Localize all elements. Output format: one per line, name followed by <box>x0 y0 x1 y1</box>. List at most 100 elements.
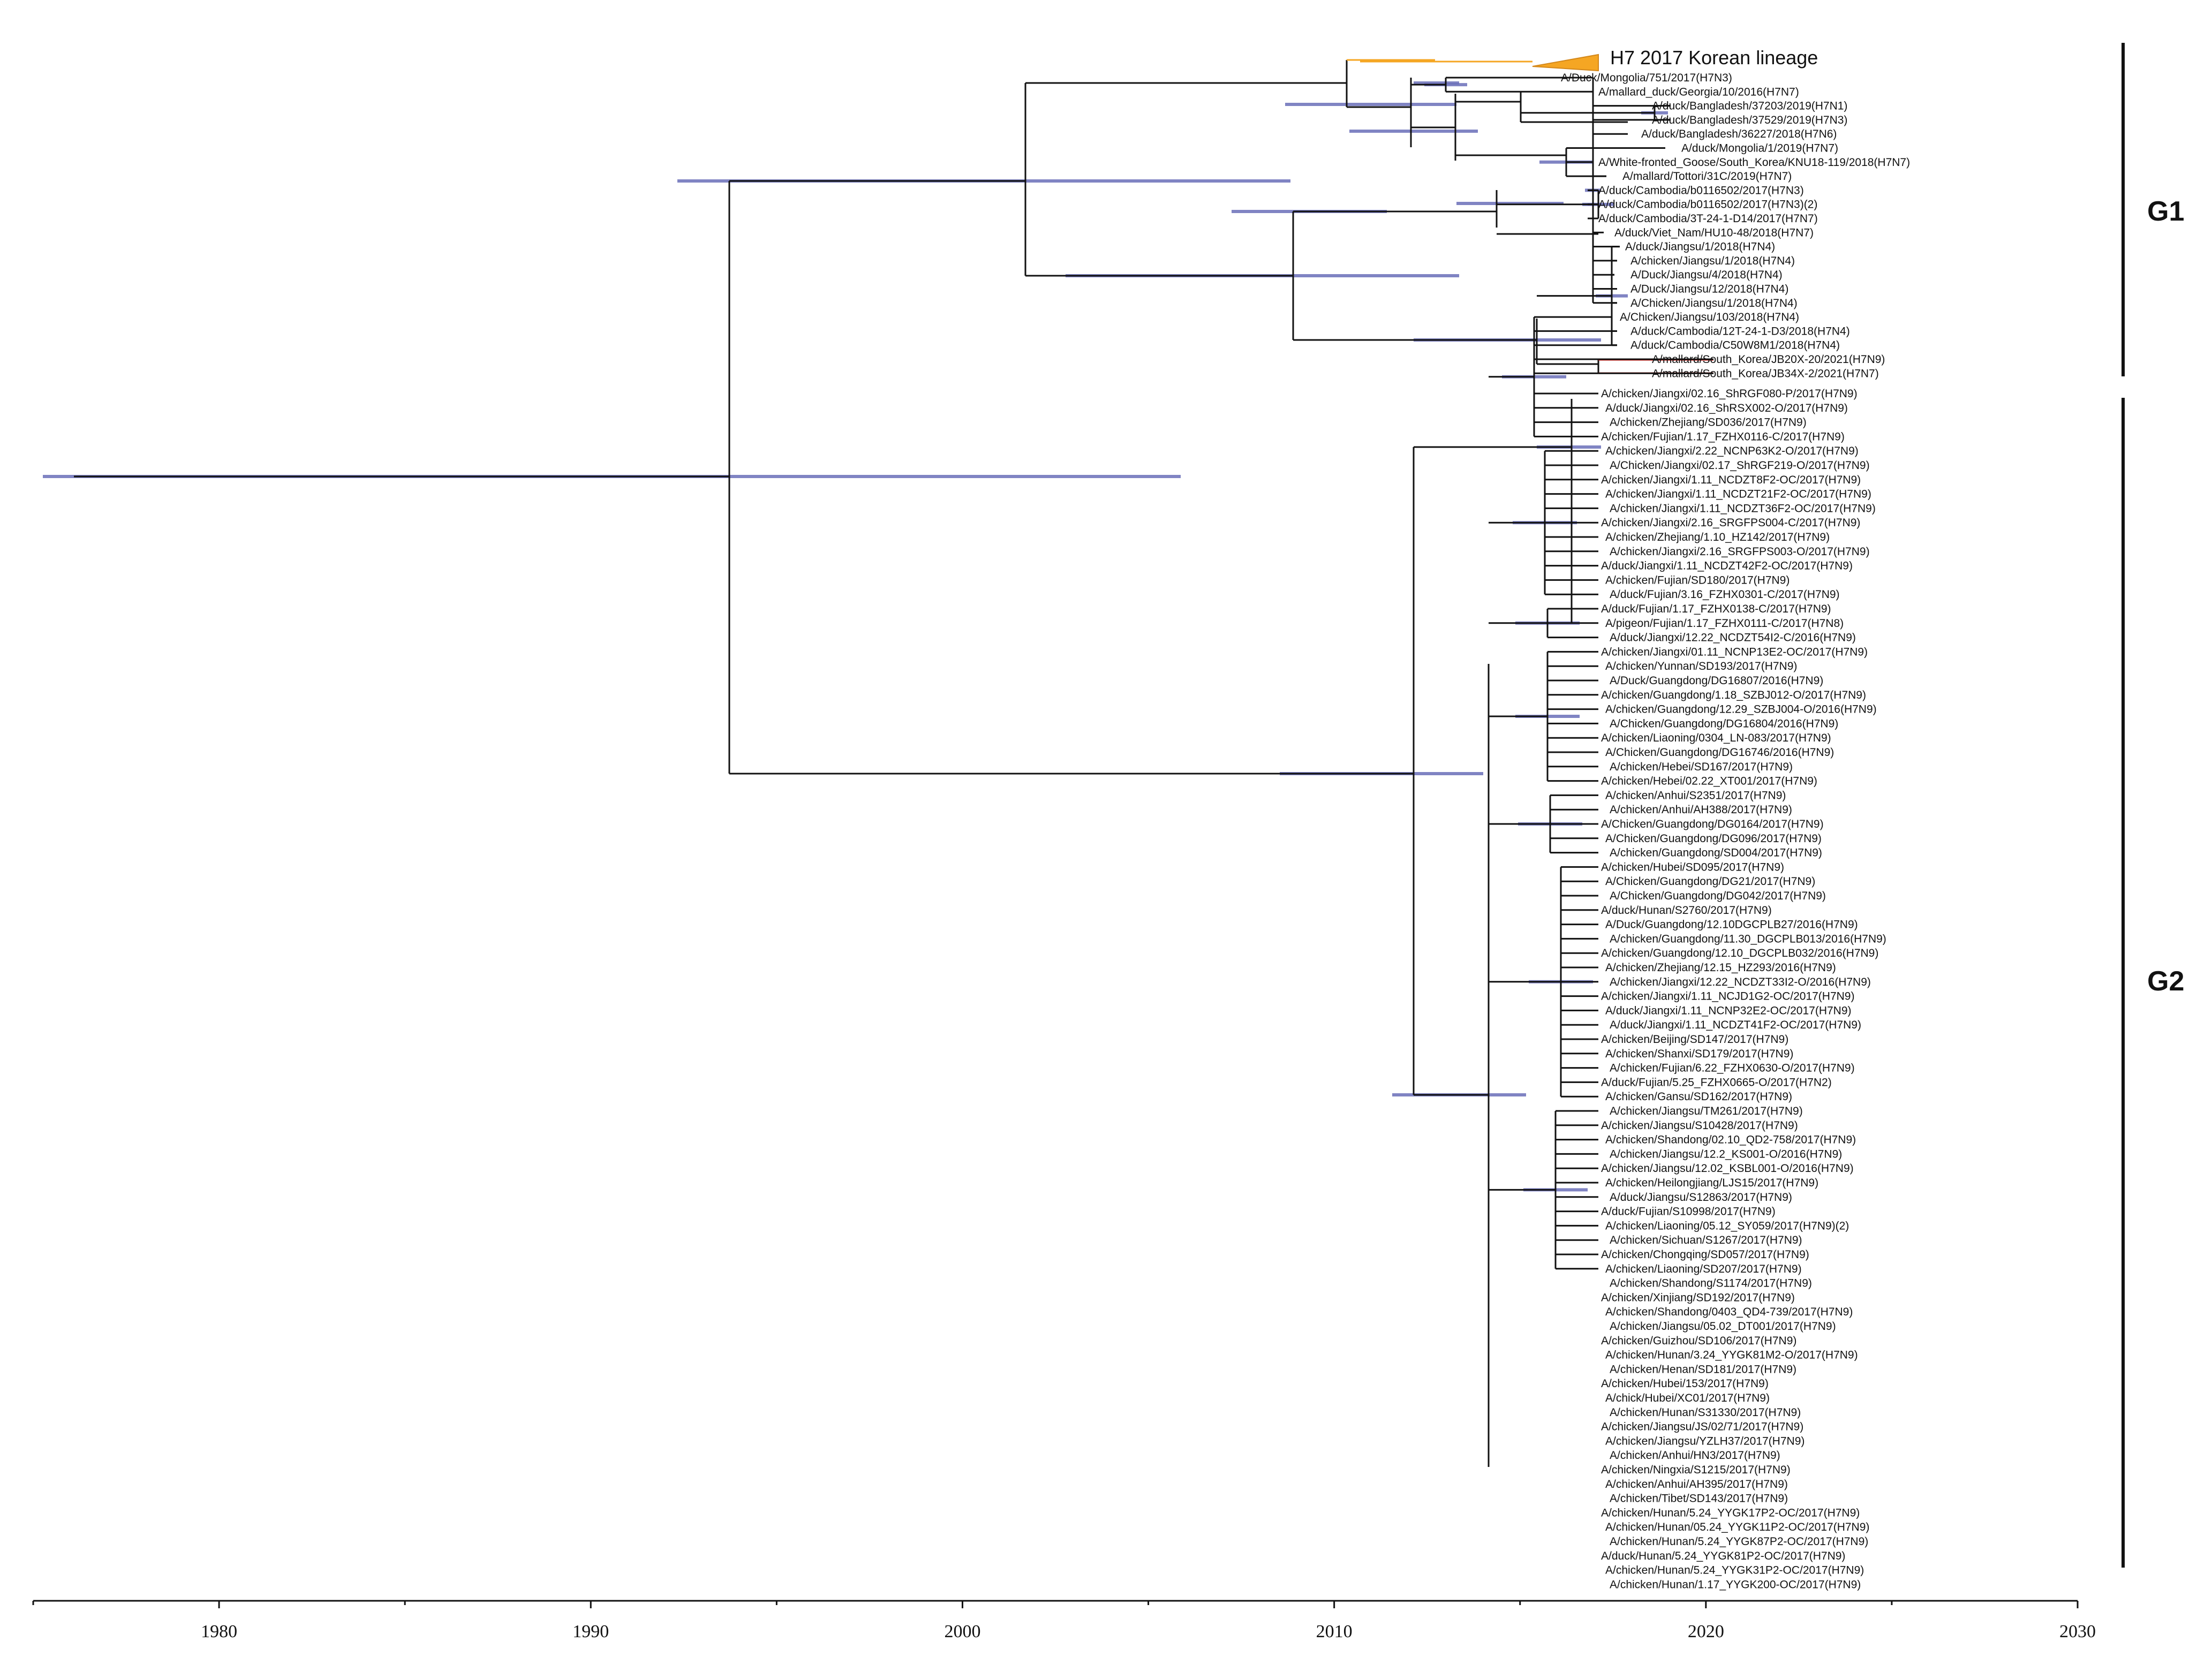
tip-label: A/chicken/Jiangxi/1.11_NCDZT21F2-OC/2017… <box>1605 488 1871 501</box>
tip-label: A/duck/Jiangxi/1.11_NCDZT41F2-OC/2017(H7… <box>1610 1019 1861 1031</box>
tip-label: A/Chicken/Jiangsu/103/2018(H7N4) <box>1620 311 1799 323</box>
tip-label: A/chicken/Hunan/S31330/2017(H7N9) <box>1610 1406 1801 1419</box>
tip-label: A/chicken/Heilongjiang/LJS15/2017(H7N9) <box>1605 1177 1818 1189</box>
tip-label: A/mallard/South_Korea/JB20X-20/2021(H7N9… <box>1652 353 1885 366</box>
tip-label: A/Chicken/Jiangsu/1/2018(H7N4) <box>1630 297 1798 309</box>
tip-label: A/Chicken/Guangdong/DG042/2017(H7N9) <box>1610 890 1826 902</box>
tip-label: A/chicken/Jiangxi/02.16_ShRGF080-P/2017(… <box>1601 388 1858 400</box>
tip-label: A/Duck/Mongolia/751/2017(H7N3) <box>1561 72 1732 84</box>
tree-branches <box>74 59 1713 1467</box>
group-label-g1: G1 <box>2147 196 2184 227</box>
tip-label: A/chicken/Guangdong/SD004/2017(H7N9) <box>1610 847 1822 859</box>
tip-label: A/chicken/Hubei/153/2017(H7N9) <box>1601 1378 1769 1390</box>
tip-label: A/chicken/Jiangsu/JS/02/71/2017(H7N9) <box>1601 1421 1803 1433</box>
tip-label: A/chicken/Tibet/SD143/2017(H7N9) <box>1610 1493 1788 1505</box>
tip-label: A/chicken/Henan/SD181/2017(H7N9) <box>1610 1363 1796 1375</box>
tip-label: A/chicken/Jiangxi/2.16_SRGFPS003-O/2017(… <box>1610 546 1870 558</box>
collapsed-clade-korean-lineage: H7 2017 Korean lineage <box>1532 47 1818 72</box>
tip-label: A/duck/Jiangsu/1/2018(H7N4) <box>1625 241 1775 253</box>
tip-label: A/chicken/Hunan/1.17_YYGK200-OC/2017(H7N… <box>1610 1578 1861 1591</box>
tip-label: A/duck/Jiangxi/1.11_NCDZT42F2-OC/2017(H7… <box>1601 560 1853 572</box>
tip-label: A/duck/Cambodia/b0116502/2017(H7N3) <box>1598 184 1804 196</box>
tip-label: A/chicken/Anhui/S2351/2017(H7N9) <box>1605 789 1786 801</box>
tip-label: A/mallard/South_Korea/JB34X-2/2021(H7N7) <box>1652 367 1879 380</box>
tip-label: A/chicken/Liaoning/SD207/2017(H7N9) <box>1605 1263 1802 1275</box>
tip-label: A/chicken/Anhui/HN3/2017(H7N9) <box>1610 1449 1780 1462</box>
tip-label: A/chicken/Fujian/1.17_FZHX0116-C/2017(H7… <box>1601 430 1845 443</box>
group-bracket-g1: G1 <box>2122 43 2184 376</box>
tip-label: A/duck/Bangladesh/37203/2019(H7N1) <box>1652 100 1847 112</box>
tip-label: A/duck/Fujian/S10998/2017(H7N9) <box>1601 1206 1776 1218</box>
tip-label: A/chicken/Anhui/AH388/2017(H7N9) <box>1610 804 1792 816</box>
collapsed-clade-label: H7 2017 Korean lineage <box>1610 47 1818 69</box>
tip-label: A/chicken/Hebei/02.22_XT001/2017(H7N9) <box>1601 775 1817 788</box>
tip-label: A/chicken/Jiangsu/12.2_KS001-O/2016(H7N9… <box>1610 1148 1842 1160</box>
tip-label: A/chicken/Yunnan/SD193/2017(H7N9) <box>1605 660 1797 672</box>
tip-label: A/Duck/Jiangsu/4/2018(H7N4) <box>1630 269 1783 281</box>
tip-label: A/chicken/Shanxi/SD179/2017(H7N9) <box>1605 1048 1793 1060</box>
tip-label: A/chicken/Hebei/SD167/2017(H7N9) <box>1610 761 1793 773</box>
tip-label: A/duck/Jiangsu/S12863/2017(H7N9) <box>1610 1191 1792 1204</box>
tip-label: A/chicken/Anhui/AH395/2017(H7N9) <box>1605 1478 1788 1491</box>
tip-label: A/Chicken/Jiangxi/02.17_ShRGF219-O/2017(… <box>1610 459 1870 472</box>
tip-label: A/Duck/Guangdong/12.10DGCPLB27/2016(H7N9… <box>1605 919 1858 931</box>
axis-tick-label: 1990 <box>572 1622 609 1641</box>
tip-label: A/chicken/Sichuan/S1267/2017(H7N9) <box>1610 1234 1802 1246</box>
tip-label: A/chicken/Ningxia/S1215/2017(H7N9) <box>1601 1464 1791 1476</box>
tip-label: A/chicken/Jiangxi/2.16_SRGFPS004-C/2017(… <box>1601 517 1860 529</box>
tip-label: A/Chicken/Guangdong/DG21/2017(H7N9) <box>1605 875 1815 888</box>
tip-label: A/chicken/Jiangxi/1.11_NCDZT8F2-OC/2017(… <box>1601 474 1861 486</box>
tip-label: A/Duck/Jiangsu/12/2018(H7N4) <box>1630 283 1788 296</box>
tip-label: A/chicken/Jiangxi/2.22_NCNP63K2-O/2017(H… <box>1605 445 1859 457</box>
tip-label: A/chicken/Jiangxi/1.11_NCDZT36F2-OC/2017… <box>1610 502 1876 515</box>
tip-label: A/duck/Bangladesh/36227/2018(H7N6) <box>1641 128 1837 140</box>
tip-label: A/chicken/Zhejiang/SD036/2017(H7N9) <box>1610 417 1807 429</box>
tip-label: A/chicken/Hunan/3.24_YYGK81M2-O/2017(H7N… <box>1605 1349 1858 1361</box>
tip-label: A/duck/Jiangxi/02.16_ShRSX002-O/2017(H7N… <box>1605 402 1848 414</box>
tip-label: A/chicken/Guangdong/11.30_DGCPLB013/2016… <box>1610 933 1886 945</box>
tip-label: A/duck/Hunan/5.24_YYGK81P2-OC/2017(H7N9) <box>1601 1550 1845 1562</box>
tip-label: A/chicken/Jiangsu/TM261/2017(H7N9) <box>1610 1105 1803 1117</box>
axis-ticks: 1980 1990 2000 2010 2020 2030 <box>32 1601 2096 1641</box>
tip-label: A/chicken/Jiangsu/05.02_DT001/2017(H7N9) <box>1610 1320 1836 1333</box>
tip-label: A/chicken/Beijing/SD147/2017(H7N9) <box>1601 1033 1788 1046</box>
tip-label: A/chicken/Liaoning/05.12_SY059/2017(H7N9… <box>1605 1220 1849 1232</box>
tip-label: A/duck/Jiangxi/12.22_NCDZT54I2-C/2016(H7… <box>1610 632 1856 644</box>
tip-label: A/chicken/Guangdong/1.18_SZBJ012-O/2017(… <box>1601 689 1866 701</box>
tip-label: A/chicken/Hunan/5.24_YYGK17P2-OC/2017(H7… <box>1601 1507 1860 1519</box>
tip-label: A/White-fronted_Goose/South_Korea/KNU18-… <box>1598 156 1910 169</box>
tip-label: A/chicken/Fujian/6.22_FZHX0630-O/2017(H7… <box>1610 1062 1855 1075</box>
tip-label: A/duck/Mongolia/1/2019(H7N7) <box>1681 142 1838 155</box>
tip-label: A/chicken/Jiangxi/1.11_NCJD1G2-OC/2017(H… <box>1601 990 1854 1003</box>
tip-label: A/duck/Jiangxi/1.11_NCNP32E2-OC/2017(H7N… <box>1605 1004 1852 1017</box>
tip-label: A/duck/Viet_Nam/HU10-48/2018(H7N7) <box>1614 226 1814 239</box>
tip-label: A/chicken/Zhejiang/12.15_HZ293/2016(H7N9… <box>1605 962 1836 974</box>
tip-label: A/duck/Fujian/5.25_FZHX0665-O/2017(H7N2) <box>1601 1076 1832 1088</box>
tip-label: A/chick/Hubei/XC01/2017(H7N9) <box>1605 1392 1770 1404</box>
tip-label: A/chicken/Jiangsu/1/2018(H7N4) <box>1630 255 1795 267</box>
tip-label: A/duck/Cambodia/12T-24-1-D3/2018(H7N4) <box>1630 325 1850 337</box>
tip-label: A/chicken/Jiangxi/12.22_NCDZT33I2-O/2016… <box>1610 976 1871 988</box>
tip-label: A/Duck/Guangdong/DG16807/2016(H7N9) <box>1610 675 1823 687</box>
axis-tick-label: 2010 <box>1316 1622 1353 1641</box>
tip-label: A/chicken/Shandong/02.10_QD2-758/2017(H7… <box>1605 1134 1856 1146</box>
tip-label: A/mallard_duck/Georgia/10/2016(H7N7) <box>1598 86 1799 98</box>
tip-label: A/chicken/Chongqing/SD057/2017(H7N9) <box>1601 1249 1809 1261</box>
tip-label: A/chicken/Guangdong/12.29_SZBJ004-O/2016… <box>1605 703 1877 716</box>
tip-label: A/mallard/Tottori/31C/2019(H7N7) <box>1622 170 1792 183</box>
tip-label: A/chicken/Jiangsu/YZLH37/2017(H7N9) <box>1605 1435 1805 1447</box>
tip-label: A/duck/Fujian/1.17_FZHX0138-C/2017(H7N9) <box>1601 603 1831 615</box>
tip-label: A/duck/Fujian/3.16_FZHX0301-C/2017(H7N9) <box>1610 588 1840 601</box>
tip-label: A/Chicken/Guangdong/DG16804/2016(H7N9) <box>1610 717 1838 730</box>
tip-label: A/chicken/Shandong/S1174/2017(H7N9) <box>1610 1277 1812 1290</box>
tip-label: A/chicken/Jiangsu/S10428/2017(H7N9) <box>1601 1119 1798 1132</box>
tip-label: A/chicken/Xinjiang/SD192/2017(H7N9) <box>1601 1291 1795 1304</box>
group-bracket-g2: G2 <box>2122 398 2184 1568</box>
tip-label: A/duck/Cambodia/C50W8M1/2018(H7N4) <box>1630 339 1840 352</box>
tip-label: A/duck/Cambodia/b0116502/2017(H7N3)(2) <box>1598 199 1817 211</box>
tip-label: A/chicken/Hubei/SD095/2017(H7N9) <box>1601 861 1784 873</box>
collapsed-clade-triangle <box>1532 54 1599 72</box>
tip-label: A/duck/Hunan/S2760/2017(H7N9) <box>1601 904 1772 917</box>
tip-label: A/chicken/Hunan/05.24_YYGK11P2-OC/2017(H… <box>1605 1521 1869 1533</box>
